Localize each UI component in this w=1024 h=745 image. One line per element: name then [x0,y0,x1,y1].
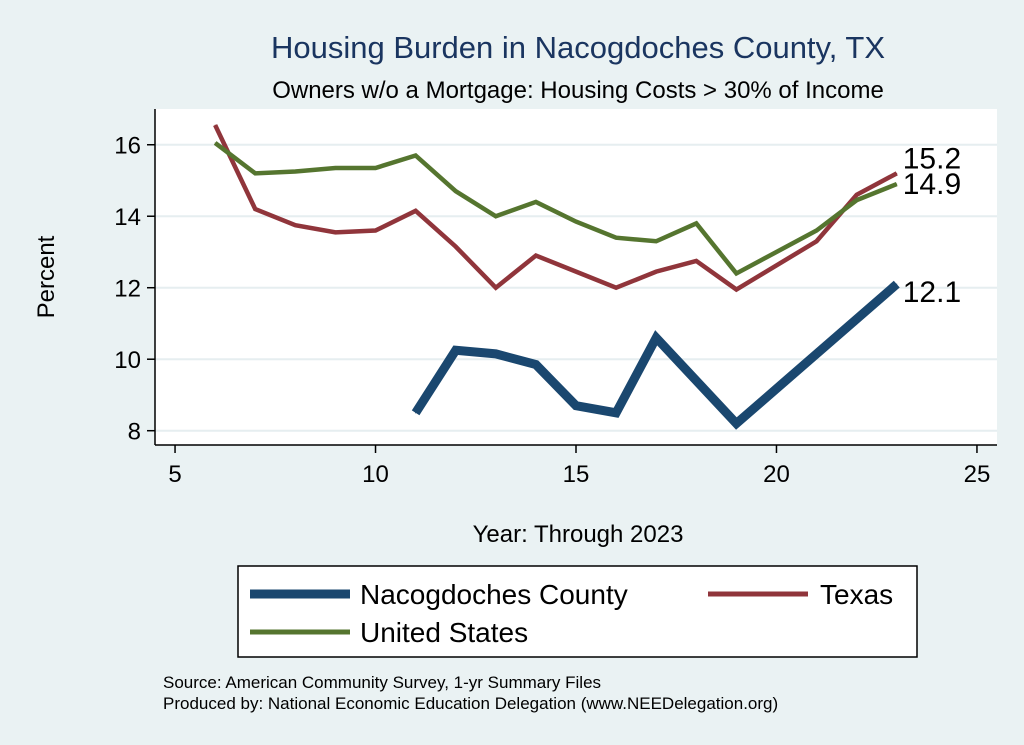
data-point-texas [856,194,858,196]
data-point-texas [535,255,537,257]
data-point-nacogdoches-county [455,349,457,351]
data-point-united-states [856,199,858,201]
data-point-united-states [254,172,256,174]
data-point-nacogdoches-county [535,364,537,366]
data-point-texas [816,240,818,242]
series-layer [213,124,900,430]
data-point-united-states [495,215,497,217]
x-tick-label: 15 [563,461,590,488]
data-point-texas [214,124,216,126]
data-point-united-states [535,201,537,203]
chart-subtitle: Owners w/o a Mortgage: Housing Costs > 3… [272,77,884,104]
end-label-texas: 15.2 [903,142,961,175]
y-tick-label: 12 [114,276,141,303]
y-tick-label: 14 [114,204,141,231]
x-tick-label: 25 [964,461,991,488]
data-point-united-states [816,230,818,232]
data-point-texas [415,210,417,212]
data-point-united-states [695,222,697,224]
plot-area [155,109,997,445]
data-point-united-states [334,167,336,169]
data-point-united-states [375,167,377,169]
data-point-texas [495,287,497,289]
x-tick-label: 10 [362,461,389,488]
data-point-united-states [575,221,577,223]
data-point-united-states [294,171,296,173]
x-tick-label: 20 [763,461,790,488]
chart-title: Housing Burden in Nacogdoches County, TX [271,30,885,65]
y-tick-label: 16 [114,133,141,160]
data-point-texas [455,246,457,248]
data-point-united-states [896,183,898,185]
end-label-united-states: 14.9 [903,168,961,201]
data-point-nacogdoches-county [896,283,898,285]
data-point-texas [695,260,697,262]
axes: 8 10 12 14 16 5 10 15 20 25 [114,109,997,488]
data-point-texas [375,230,377,232]
data-point-texas [896,172,898,174]
y-axis-label: Percent [33,235,60,318]
legend-label-united-states: United States [360,617,528,648]
legend-label-texas: Texas [820,579,893,610]
x-tick-label: 5 [168,461,181,488]
end-labels: 12.1 15.214.9 [903,142,961,309]
y-tick-label: 8 [128,419,141,446]
source-note: Source: American Community Survey, 1-yr … [163,673,601,692]
x-axis-label: Year: Through 2023 [473,521,684,548]
legend: Nacogdoches County Texas United States [237,565,918,658]
data-point-texas [254,208,256,210]
data-point-united-states [415,154,417,156]
end-label-nacogdoches-county: 12.1 [903,276,961,309]
data-point-texas [655,271,657,273]
data-point-united-states [615,237,617,239]
data-point-texas [615,287,617,289]
y-tick-label: 10 [114,347,141,374]
data-point-united-states [655,240,657,242]
legend-label-nacogdoches: Nacogdoches County [360,579,628,610]
data-point-texas [294,224,296,226]
data-point-nacogdoches-county [415,412,417,414]
data-point-texas [575,271,577,273]
data-point-united-states [214,142,216,144]
data-point-united-states [735,272,737,274]
data-point-nacogdoches-county [575,405,577,407]
data-point-nacogdoches-county [615,412,617,414]
data-point-nacogdoches-county [655,337,657,339]
data-point-texas [735,289,737,291]
produced-by-note: Produced by: National Economic Education… [163,694,778,713]
data-point-united-states [455,190,457,192]
data-point-nacogdoches-county [495,353,497,355]
grid [155,143,997,432]
data-point-texas [334,231,336,233]
legend-box [237,565,918,658]
data-point-nacogdoches-county [735,423,737,425]
